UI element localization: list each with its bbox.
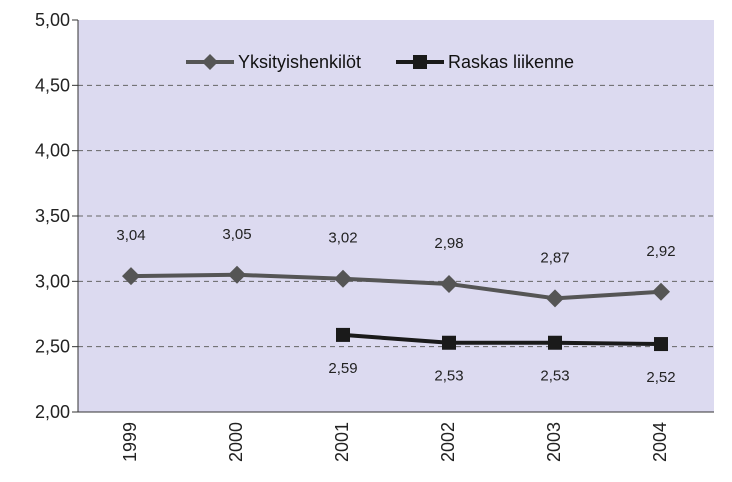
y-tick-label: 4,50: [35, 75, 70, 95]
legend-marker-square: [413, 55, 427, 69]
data-label: 3,04: [116, 227, 145, 244]
data-point-diamond: [652, 282, 670, 301]
data-point-diamond: [334, 269, 352, 288]
legend-label: Yksityishenkilöt: [238, 52, 361, 72]
data-label: 2,52: [646, 369, 675, 386]
data-point-diamond: [440, 274, 458, 293]
x-tick-label: 2004: [650, 422, 670, 462]
data-label: 3,02: [328, 230, 357, 247]
y-tick-label: 5,00: [35, 10, 70, 30]
data-labels: 3,04 3,05 3,02 2,98 2,87 2,92 2,59 2,53 2,53 2,52: [116, 226, 675, 386]
data-point-square: [654, 337, 668, 352]
legend-label: Raskas liikenne: [448, 52, 574, 72]
series-group: [122, 265, 670, 352]
x-tick-label: 2001: [332, 422, 352, 462]
x-tick-label: 2003: [544, 422, 564, 462]
legend-marker-diamond: [202, 54, 218, 70]
data-label: 2,92: [646, 243, 675, 260]
data-point-diamond: [122, 267, 140, 286]
data-point-diamond: [228, 265, 246, 284]
series-line: [130, 272, 662, 301]
data-point-square: [548, 335, 562, 350]
data-label: 2,98: [434, 235, 463, 252]
series-line: [342, 332, 662, 347]
legend: Yksityishenkilöt Raskas liikenne: [186, 52, 574, 72]
data-label: 2,59: [328, 360, 357, 377]
legend-item: Yksityishenkilöt: [186, 52, 361, 72]
x-tick-label: 2000: [226, 422, 246, 462]
x-tick-label: 2002: [438, 422, 458, 462]
x-tick-label: 1999: [120, 422, 140, 462]
data-point-square: [442, 335, 456, 350]
data-point-square: [336, 327, 350, 342]
y-tick-label: 3,50: [35, 206, 70, 226]
y-axis-ticks: 2,00 2,50 3,00 3,50 4,00 4,50 5,00: [35, 10, 70, 422]
data-label: 2,87: [540, 249, 569, 266]
y-tick-label: 3,00: [35, 271, 70, 291]
y-tick-label: 2,00: [35, 402, 70, 422]
legend-item: Raskas liikenne: [396, 52, 574, 72]
data-label: 2,53: [540, 368, 569, 385]
y-tick-label: 2,50: [35, 337, 70, 357]
x-axis-ticks: 1999 2000 2001 2002 2003 2004: [120, 422, 670, 462]
data-label: 2,53: [434, 368, 463, 385]
data-point-diamond: [546, 289, 564, 308]
y-tick-label: 4,00: [35, 141, 70, 161]
data-label: 3,05: [222, 226, 251, 243]
axes: [72, 19, 714, 413]
